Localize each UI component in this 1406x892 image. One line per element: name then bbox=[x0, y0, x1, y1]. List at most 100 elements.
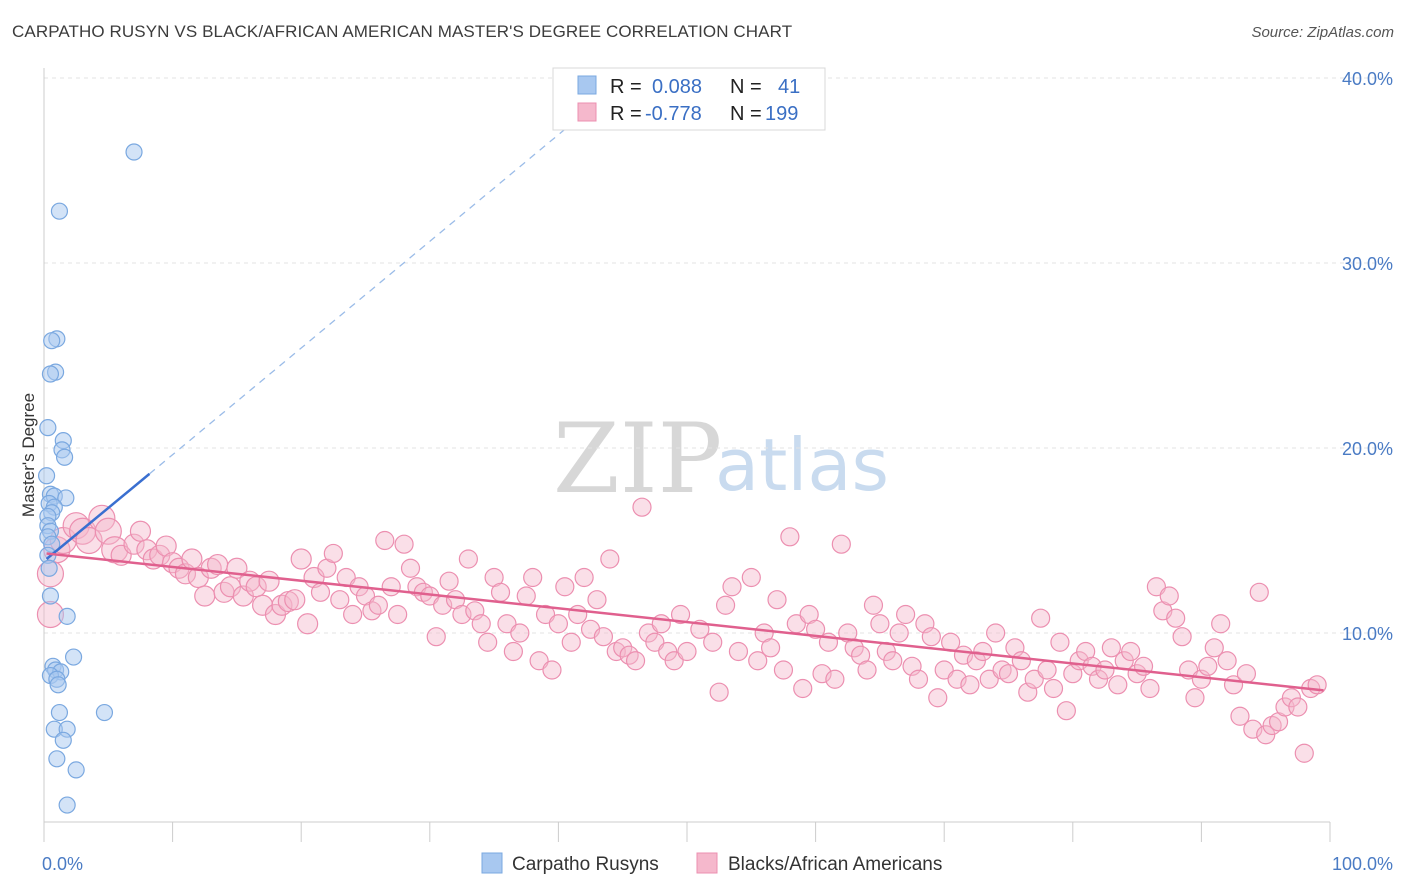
pink-point bbox=[1108, 675, 1128, 695]
bottom-legend-swatch-blue bbox=[481, 852, 503, 874]
pink-point bbox=[542, 660, 562, 680]
pink-point bbox=[290, 548, 312, 570]
blue-point bbox=[67, 761, 85, 779]
pink-point bbox=[1050, 632, 1070, 652]
pink-point bbox=[1011, 651, 1031, 671]
pink-point bbox=[555, 577, 575, 597]
pink-point bbox=[613, 638, 633, 658]
pink-point bbox=[1088, 669, 1109, 689]
pink-point bbox=[625, 651, 646, 671]
pink-point bbox=[523, 567, 543, 588]
pink-point bbox=[181, 548, 203, 570]
blue-point bbox=[55, 448, 74, 466]
pink-point bbox=[1204, 638, 1224, 658]
pink-point bbox=[343, 604, 363, 625]
x-tick-label: 100.0% bbox=[1332, 854, 1393, 874]
pink-point bbox=[921, 627, 941, 647]
y-tick-label: 30.0% bbox=[1342, 254, 1393, 274]
pink-point bbox=[478, 632, 498, 652]
bottom-legend-label: Blacks/African Americans bbox=[728, 854, 942, 875]
pink-point bbox=[1159, 586, 1179, 606]
pink-point bbox=[979, 669, 999, 689]
blue-point bbox=[41, 365, 60, 383]
pink-trendline bbox=[46, 552, 1324, 692]
pink-point bbox=[123, 533, 145, 555]
pink-point bbox=[966, 651, 986, 671]
pink-point bbox=[793, 678, 813, 699]
pink-point bbox=[805, 619, 826, 639]
pink-point bbox=[548, 614, 569, 634]
pink-point bbox=[388, 604, 408, 625]
pink-point bbox=[1166, 608, 1186, 628]
pink-point bbox=[934, 660, 954, 680]
pink-point bbox=[381, 577, 401, 597]
pink-point bbox=[1172, 627, 1192, 647]
axes bbox=[43, 68, 1331, 842]
pink-point bbox=[1031, 608, 1051, 628]
legend-swatch-blue bbox=[577, 75, 597, 95]
pink-point bbox=[587, 590, 607, 610]
blue-point bbox=[43, 332, 61, 350]
pink-point bbox=[780, 527, 800, 547]
pink-point bbox=[593, 627, 614, 647]
pink-point bbox=[760, 638, 781, 658]
blue-point bbox=[58, 796, 76, 814]
pink-point bbox=[658, 641, 678, 662]
pink-point bbox=[1230, 706, 1250, 726]
pink-point bbox=[728, 641, 749, 662]
pink-point bbox=[883, 651, 903, 671]
pink-point bbox=[1281, 688, 1302, 708]
pink-points bbox=[36, 497, 1327, 763]
pink-point bbox=[928, 688, 948, 708]
pink-point bbox=[600, 549, 620, 569]
bottom-legend-label: Carpatho Rusyns bbox=[512, 854, 659, 875]
pink-point bbox=[1256, 725, 1276, 745]
watermark-atlas: atlas bbox=[715, 423, 889, 507]
blue-point bbox=[58, 607, 76, 625]
pink-point bbox=[998, 664, 1019, 684]
blue-point bbox=[39, 419, 57, 437]
pink-point bbox=[271, 594, 293, 616]
pink-point bbox=[458, 549, 478, 569]
watermark-zip: ZIP bbox=[553, 403, 722, 515]
pink-point bbox=[471, 614, 491, 634]
y-tick-label: 20.0% bbox=[1342, 439, 1393, 459]
pink-point bbox=[310, 582, 331, 602]
watermark: ZIP atlas bbox=[553, 403, 889, 515]
pink-point bbox=[88, 504, 116, 532]
pink-point bbox=[323, 543, 343, 564]
bottom-legend: Carpatho Rusyns Blacks/African Americans bbox=[481, 852, 942, 875]
grid bbox=[44, 77, 1395, 634]
pink-point bbox=[258, 570, 280, 592]
pink-point bbox=[1236, 664, 1257, 684]
pink-point bbox=[368, 595, 388, 615]
pink-point bbox=[773, 660, 794, 680]
pink-point bbox=[330, 590, 350, 610]
pink-point bbox=[677, 641, 697, 662]
pink-point bbox=[516, 586, 536, 606]
chart-title: CARPATHO RUSYN VS BLACK/AFRICAN AMERICAN… bbox=[12, 22, 793, 41]
legend: R = 0.088 N = 41 R = -0.778 N = 199 bbox=[552, 67, 826, 131]
pink-point bbox=[670, 604, 691, 625]
pink-point bbox=[1121, 641, 1141, 662]
legend-r-value: 0.088 bbox=[652, 76, 702, 98]
pink-point bbox=[490, 582, 511, 602]
pink-point bbox=[452, 604, 472, 625]
blue-point bbox=[64, 648, 83, 666]
pink-point bbox=[767, 590, 787, 610]
pink-point bbox=[1217, 651, 1237, 671]
x-tick-label: 0.0% bbox=[42, 854, 83, 874]
blue-points bbox=[37, 143, 143, 814]
pink-point bbox=[715, 595, 736, 615]
pink-point bbox=[375, 530, 395, 551]
pink-point bbox=[709, 682, 729, 702]
pink-point bbox=[986, 623, 1006, 643]
blue-trendline-dashed bbox=[149, 118, 579, 475]
pink-point bbox=[870, 614, 890, 634]
pink-point bbox=[1101, 638, 1121, 658]
pink-point bbox=[194, 585, 216, 607]
pink-point bbox=[535, 604, 556, 625]
blue-point bbox=[50, 703, 69, 722]
y-axis-label: Master's Degree bbox=[19, 393, 38, 517]
